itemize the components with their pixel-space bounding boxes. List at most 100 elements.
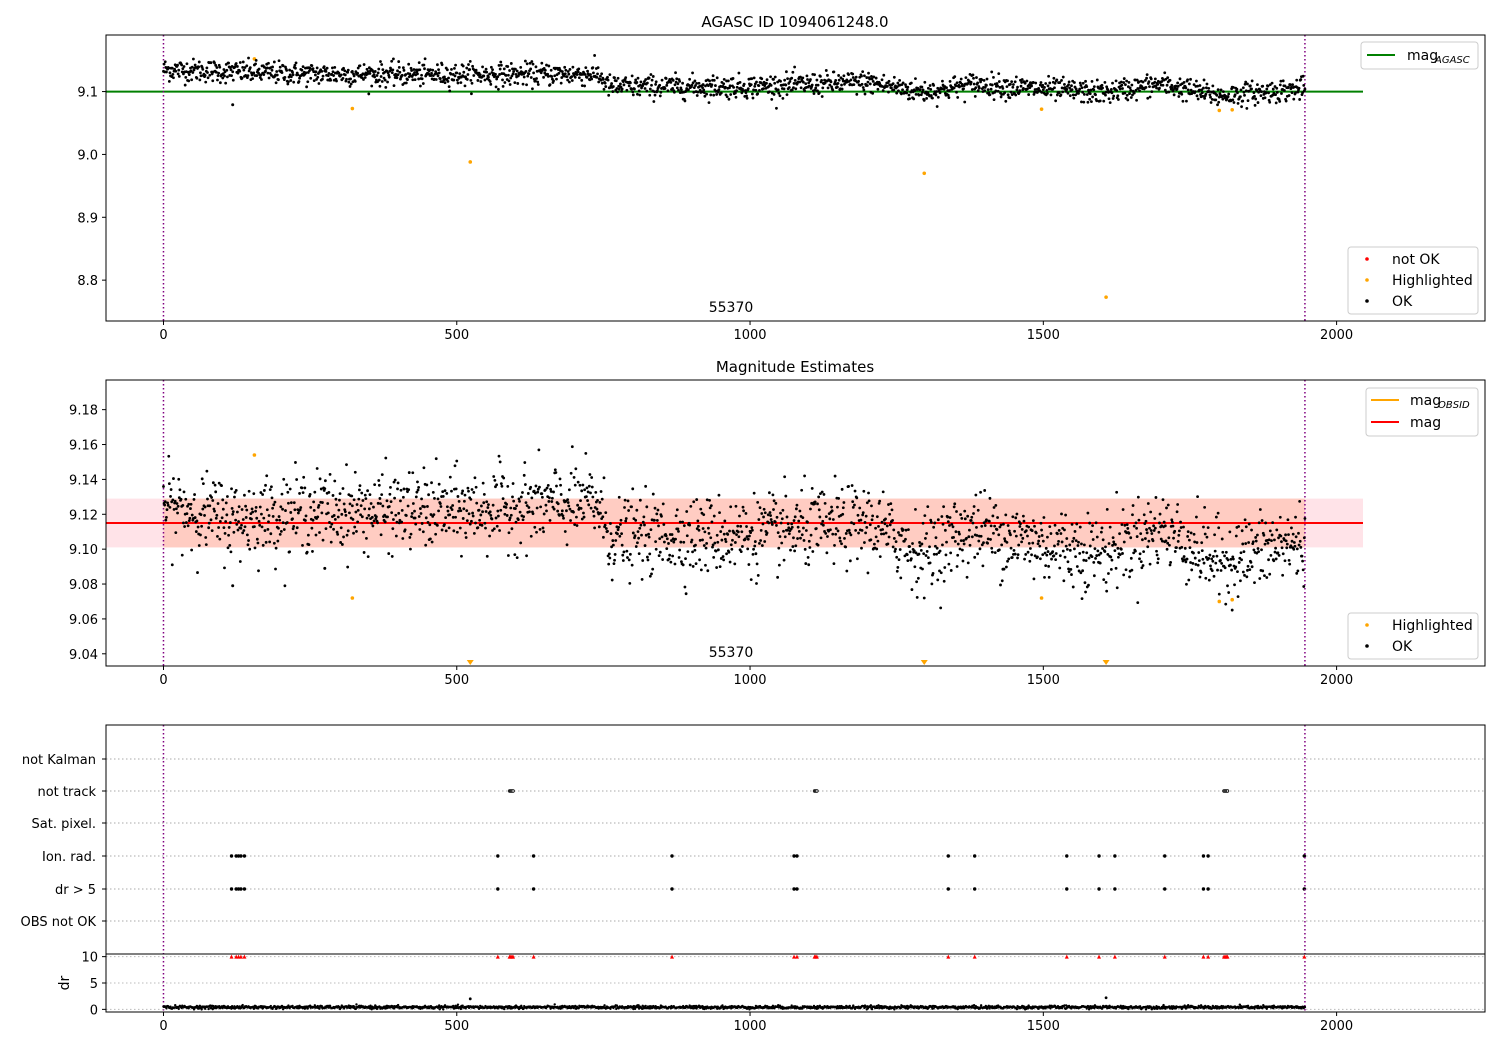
p2-ok-point	[821, 519, 825, 523]
p2-ok-point	[842, 501, 846, 504]
p1-ok-point	[356, 66, 360, 70]
p2-ok-point	[429, 513, 433, 516]
p2-xtick-label: 500	[444, 673, 469, 688]
p2-ok-point	[1013, 552, 1017, 556]
p1-ok-point	[285, 68, 289, 72]
dr-point	[353, 1005, 356, 1009]
p1-ok-point	[488, 72, 492, 76]
p2-ok-point	[778, 535, 782, 538]
p1-ok-point	[1193, 90, 1197, 93]
p2-ok-point	[210, 529, 214, 532]
p2-ok-point	[892, 528, 896, 532]
p2-ok-point	[643, 523, 646, 527]
p2-ok-point	[1303, 517, 1307, 520]
p2-ok-point	[1069, 567, 1073, 571]
p2-ok-point	[691, 550, 694, 554]
p1-ok-point	[1015, 88, 1019, 92]
p2-ok-point	[533, 525, 537, 529]
p2-ok-point	[450, 508, 454, 512]
p1-ok-point	[1147, 80, 1151, 84]
p1-ok-point	[982, 78, 986, 82]
p1-ok-point	[996, 84, 999, 88]
p1-ok-point	[1067, 80, 1071, 84]
p2-ok-point	[864, 514, 868, 518]
p1-ok-point	[799, 75, 802, 79]
p2-ok-point	[800, 488, 804, 492]
p1-ok-point	[236, 71, 240, 75]
p2-ok-point	[705, 498, 709, 502]
p1-ok-point	[650, 83, 653, 87]
p1-ok-point	[901, 88, 904, 92]
p1-ok-point	[1246, 99, 1250, 103]
p1-ok-point	[1132, 91, 1136, 95]
p1-ok-point	[596, 66, 600, 70]
p2-ok-point	[942, 579, 946, 583]
p2-ok-point	[339, 541, 343, 544]
p2-ok-point	[525, 554, 528, 558]
p1-ok-point	[868, 77, 872, 81]
p2-ok-point	[724, 537, 727, 541]
p2-ok-point	[548, 496, 551, 500]
p2-ok-point	[674, 514, 678, 518]
p2-ok-point	[495, 524, 499, 528]
p1-ok-point	[786, 77, 789, 81]
p1-ok-point	[816, 83, 820, 87]
p1-ok-point	[310, 64, 314, 68]
p2-ok-point	[319, 487, 323, 491]
p2-ok-point	[396, 487, 399, 491]
p1-ok-point	[519, 65, 523, 69]
p2-ok-point	[428, 537, 432, 541]
p2-ok-point	[587, 503, 591, 507]
p2-ok-point	[673, 562, 677, 566]
p2-ok-point	[992, 531, 995, 535]
p2-ok-point	[575, 515, 578, 519]
p1-ok-point	[416, 72, 419, 76]
p1-ok-point	[489, 65, 493, 69]
p3-flag-point	[1097, 887, 1101, 891]
p1-ok-point	[267, 61, 270, 65]
p1-ok-point	[413, 71, 416, 74]
p2-ok-point	[799, 536, 802, 540]
p1-ok-point	[941, 79, 944, 83]
p2-ok-point	[1258, 577, 1262, 580]
p1-ok-point	[1137, 80, 1141, 84]
p1-ok-point	[498, 73, 501, 76]
p1-ok-point	[289, 75, 293, 79]
p1-ok-point	[1172, 88, 1175, 92]
p1-ok-point	[446, 80, 450, 83]
p1-ok-point	[514, 72, 518, 76]
p1-ok-point	[701, 86, 704, 89]
dr-point	[396, 1003, 400, 1007]
p2-ok-point	[670, 539, 673, 542]
p2-ok-point	[439, 505, 443, 508]
p1-ok-point	[653, 90, 656, 94]
p2-ok-point	[238, 560, 242, 563]
p1-ok-point	[599, 78, 603, 82]
p2-ok-point	[1149, 529, 1153, 532]
p2-ok-point	[461, 517, 465, 520]
p3-flag-point	[229, 854, 234, 858]
p1-ok-point	[738, 80, 742, 84]
p1-ok-point	[193, 63, 197, 67]
p2-ok-point	[1262, 533, 1266, 537]
p2-ok-point	[1176, 503, 1180, 506]
p1-ok-point	[824, 69, 828, 72]
p1-ok-point	[751, 96, 755, 100]
p2-ok-point	[1220, 537, 1224, 541]
p2-ok-point	[638, 526, 642, 530]
p2-ok-point	[1036, 542, 1040, 546]
p1-ok-point	[1011, 85, 1015, 89]
p2-ok-point	[1052, 554, 1056, 558]
p2-ok-point	[1091, 524, 1094, 528]
dr-point	[281, 1007, 285, 1011]
p1-ok-point	[356, 71, 360, 75]
p2-ok-point	[954, 530, 958, 534]
p1-ok-point	[494, 72, 497, 76]
p2-ok-point	[840, 487, 844, 491]
p2-ok-point	[1277, 554, 1281, 557]
p1-ok-point	[666, 89, 670, 93]
p1-ok-point	[603, 81, 607, 85]
p1-ok-point	[694, 84, 697, 87]
p2-ok-point	[717, 493, 721, 497]
